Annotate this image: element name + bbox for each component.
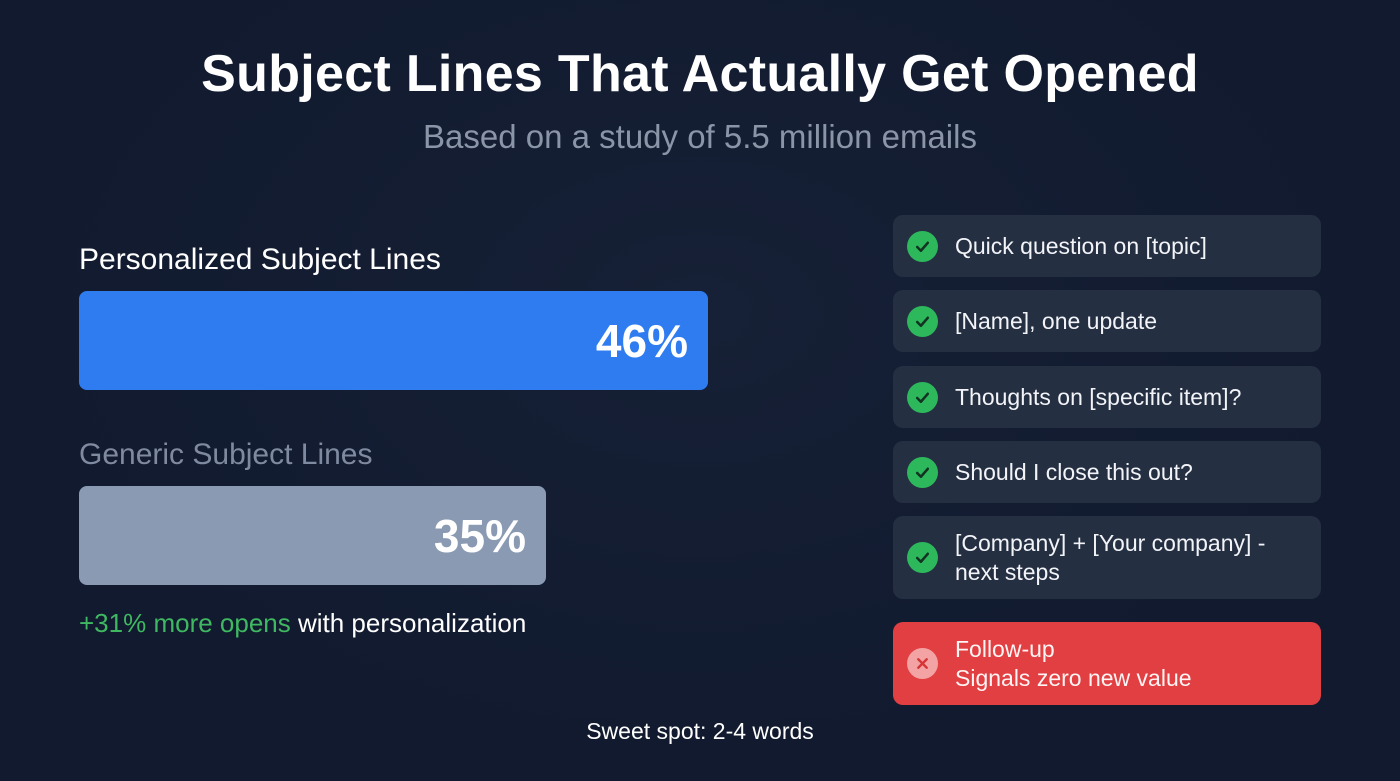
- check-circle-icon: [907, 305, 938, 337]
- example-card: Thoughts on [specific item]?: [893, 366, 1321, 428]
- example-text: [Company] + [Your company] - next steps: [955, 529, 1266, 585]
- check-circle-icon: [907, 230, 938, 262]
- personalized-bar: 46%: [79, 291, 708, 390]
- sweet-spot-note: Sweet spot: 2-4 words: [586, 718, 814, 744]
- lift-rest: with personalization: [290, 608, 527, 638]
- bad-example-title: Follow-up: [955, 635, 1055, 662]
- generic-bar-label: Generic Subject Lines: [79, 438, 373, 471]
- lift-accent: +31% more opens: [79, 608, 291, 638]
- bad-example-reason: Signals zero new value: [955, 664, 1192, 691]
- page-title: Subject Lines That Actually Get Opened: [201, 45, 1199, 103]
- personalized-bar-label: Personalized Subject Lines: [79, 243, 441, 276]
- example-card: Quick question on [topic]: [893, 215, 1321, 277]
- bad-example-text: Follow-up Signals zero new value: [955, 635, 1192, 693]
- example-text: Quick question on [topic]: [955, 232, 1207, 259]
- example-card: [Company] + [Your company] - next steps: [893, 516, 1321, 599]
- check-circle-icon: [907, 542, 938, 573]
- lift-annotation: +31% more opens with personalization: [79, 608, 526, 639]
- check-circle-icon: [907, 381, 938, 413]
- page-subtitle: Based on a study of 5.5 million emails: [423, 118, 977, 155]
- generic-bar-value: 35%: [433, 509, 526, 562]
- bad-example-card: Follow-up Signals zero new value: [893, 622, 1321, 705]
- example-text: Should I close this out?: [955, 458, 1193, 485]
- generic-bar: 35%: [79, 486, 546, 585]
- check-circle-icon: [907, 456, 938, 488]
- personalized-bar-value: 46%: [595, 314, 688, 367]
- x-circle-icon: [907, 648, 938, 679]
- example-card: Should I close this out?: [893, 441, 1321, 503]
- example-text: Thoughts on [specific item]?: [955, 383, 1242, 410]
- example-text: [Name], one update: [955, 307, 1158, 334]
- example-card: [Name], one update: [893, 290, 1321, 352]
